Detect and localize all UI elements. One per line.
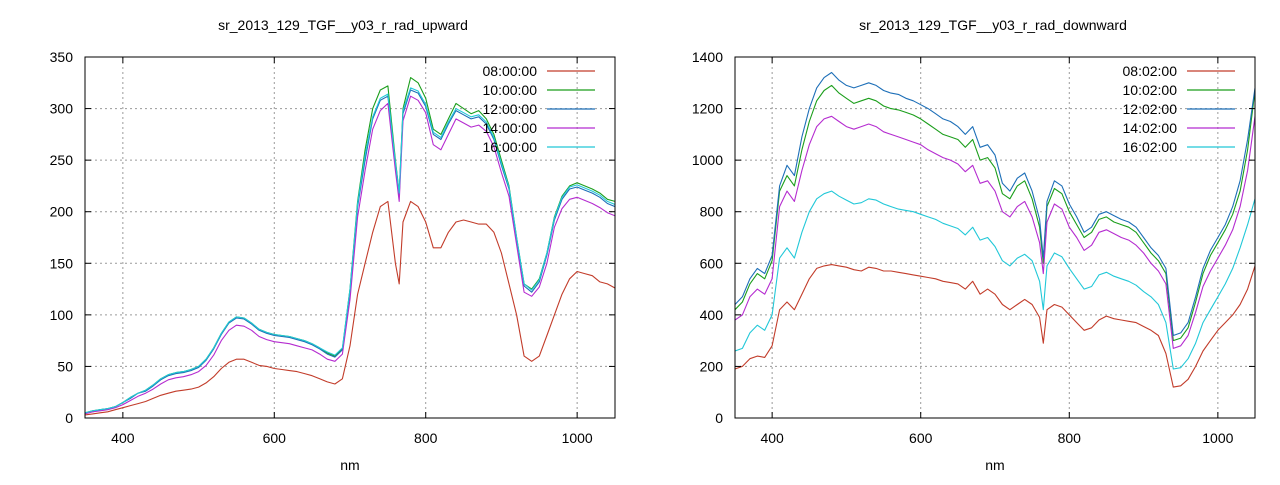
y-tick-label: 600 bbox=[700, 255, 724, 271]
legend-label: 14:02:00 bbox=[1123, 120, 1178, 136]
y-tick-label: 200 bbox=[700, 358, 724, 374]
y-tick-label: 1400 bbox=[692, 49, 723, 65]
x-tick-label: 600 bbox=[909, 430, 933, 446]
legend-label: 16:00:00 bbox=[483, 139, 538, 155]
series-line-16:00:00 bbox=[85, 87, 615, 414]
y-tick-label: 150 bbox=[50, 255, 74, 271]
x-tick-label: 600 bbox=[263, 430, 287, 446]
legend-label: 08:00:00 bbox=[483, 63, 538, 79]
y-tick-label: 0 bbox=[65, 410, 73, 426]
series-line-16:02:00 bbox=[735, 190, 1255, 370]
y-tick-label: 50 bbox=[57, 358, 73, 374]
chart-title: sr_2013_129_TGF__y03_r_rad_downward bbox=[859, 17, 1127, 33]
legend-label: 10:00:00 bbox=[483, 82, 538, 98]
series-lines bbox=[735, 71, 1255, 388]
legend-label: 12:02:00 bbox=[1123, 101, 1178, 117]
x-tick-label: 400 bbox=[111, 430, 135, 446]
x-tick-label: 800 bbox=[1058, 430, 1082, 446]
chart-1: 400 600 800 1000 0 50 100 150 200 250 300 350 sr_201… bbox=[50, 17, 616, 473]
y-tick-label: 1000 bbox=[692, 152, 723, 168]
plot-frame bbox=[84, 56, 616, 419]
legend-label: 14:00:00 bbox=[483, 120, 538, 136]
series-line-14:02:00 bbox=[735, 115, 1255, 349]
y-tick-label: 100 bbox=[50, 307, 74, 323]
y-tick-label: 250 bbox=[50, 152, 74, 168]
x-tick-label: 1000 bbox=[1202, 430, 1233, 446]
legend-label: 12:00:00 bbox=[483, 101, 538, 117]
legend-label: 10:02:00 bbox=[1123, 82, 1178, 98]
chart-title: sr_2013_129_TGF__y03_r_rad_upward bbox=[218, 17, 468, 33]
y-tick-label: 1200 bbox=[692, 101, 723, 117]
y-tick-label: 200 bbox=[50, 204, 74, 220]
series-line-08:00:00 bbox=[85, 200, 615, 416]
legend-label: 08:02:00 bbox=[1123, 63, 1178, 79]
series-line-08:02:00 bbox=[735, 264, 1255, 388]
x-tick-label: 800 bbox=[414, 430, 438, 446]
y-tick-label: 800 bbox=[700, 204, 724, 220]
legend-label: 16:02:00 bbox=[1123, 139, 1178, 155]
y-tick-label: 300 bbox=[50, 101, 74, 117]
y-tick-label: 0 bbox=[715, 410, 723, 426]
x-tick-label: 1000 bbox=[562, 430, 593, 446]
series-lines bbox=[85, 77, 615, 416]
x-tick-label: 400 bbox=[760, 430, 784, 446]
x-axis-label: nm bbox=[340, 457, 359, 473]
y-tick-label: 400 bbox=[700, 307, 724, 323]
series-line-12:02:00 bbox=[735, 71, 1255, 337]
series-line-10:02:00 bbox=[735, 84, 1255, 342]
x-axis-label: nm bbox=[985, 457, 1004, 473]
legend: 08:00:00 10:00:00 12:00:00 14:00:00 16:00:00 bbox=[483, 63, 595, 155]
plot-frame bbox=[734, 56, 1256, 419]
legend: 08:02:00 10:02:00 12:02:00 14:02:00 16:02:00 bbox=[1123, 63, 1235, 155]
chart-2: 400 600 800 1000 0 200 400 600 800 1000 1200 1400 sr… bbox=[692, 17, 1256, 473]
series-line-14:00:00 bbox=[85, 95, 615, 415]
y-tick-label: 350 bbox=[50, 49, 74, 65]
